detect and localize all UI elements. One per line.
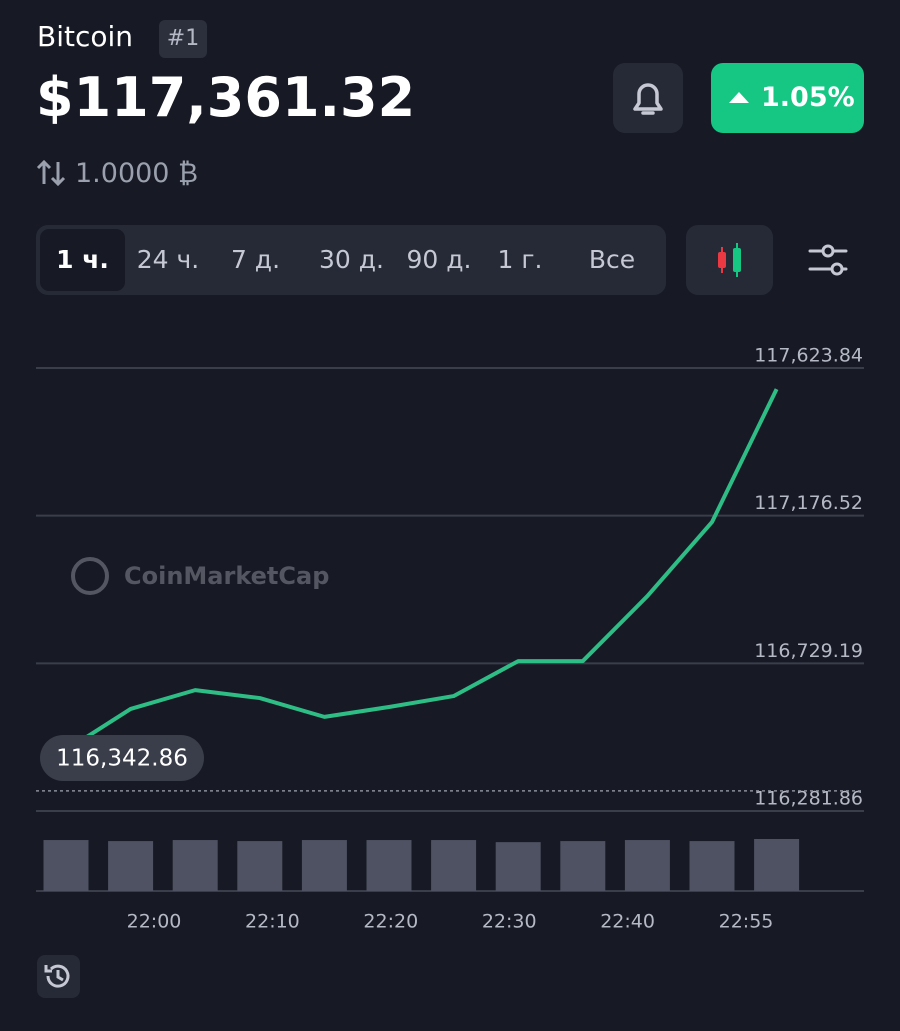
- volume-bar: [301, 840, 347, 891]
- y-tick-label: 117,176.52: [754, 492, 863, 514]
- price-line: [64, 388, 779, 752]
- x-tick-label: 22:10: [245, 911, 300, 931]
- chart: CoinMarketCap 117,623.84 117,176.52 116,729…: [36, 345, 864, 931]
- up-arrow: [729, 92, 749, 103]
- time-tab[interactable]: 1 г.: [497, 245, 543, 274]
- alert-button[interactable]: [613, 63, 683, 133]
- change-badge: 1.05%: [711, 63, 864, 133]
- open-price-label: 116,342.86: [56, 746, 188, 772]
- time-tabs: 1 ч. 24 ч. 7 д. 30 д. 90 д. 1 г. Все: [36, 225, 666, 295]
- time-tab[interactable]: 7 д.: [230, 245, 281, 274]
- x-tick-label: 22:00: [127, 911, 182, 931]
- candle-button[interactable]: [686, 225, 773, 295]
- watermark-logo: [71, 557, 109, 595]
- history-icon: [44, 964, 70, 988]
- volume-bar: [172, 840, 218, 891]
- time-tab[interactable]: 90 д.: [406, 245, 472, 274]
- swap-icon: [36, 159, 66, 187]
- volume-bar: [560, 841, 606, 891]
- volume-bar: [689, 841, 735, 891]
- volume-bar: [237, 841, 283, 891]
- volume-bar: [43, 840, 89, 891]
- x-tick-label: 22:20: [363, 911, 418, 931]
- watermark: CoinMarketCap: [71, 557, 329, 595]
- rank-badge: #1: [159, 20, 207, 58]
- bell-icon: [633, 83, 663, 115]
- candle-icon: [718, 243, 741, 277]
- volume-bar: [108, 841, 154, 891]
- x-tick-label: 22:40: [600, 911, 655, 931]
- y-tick-label: 116,729.19: [754, 640, 863, 662]
- volume-bar: [366, 840, 412, 891]
- coin-name: Bitcoin: [37, 20, 134, 53]
- volume-bar: [431, 840, 477, 891]
- price: $117,361.32: [36, 66, 416, 129]
- watermark-text: CoinMarketCap: [124, 562, 329, 590]
- change-value: 1.05%: [761, 82, 855, 113]
- settings-icon[interactable]: [806, 240, 850, 280]
- time-tab[interactable]: 30 д.: [319, 245, 384, 274]
- y-tick-label: 116,281.86: [754, 788, 863, 810]
- time-tab[interactable]: 1 ч.: [40, 229, 125, 291]
- history-button[interactable]: [37, 955, 80, 998]
- open-price-pill: [40, 735, 204, 781]
- x-tick-label: 22:30: [482, 911, 537, 931]
- time-tab[interactable]: 24 ч.: [136, 245, 200, 274]
- time-tab[interactable]: Все: [588, 245, 636, 274]
- x-tick-label: 22:55: [719, 911, 774, 931]
- conversion: 1.0000 ₿: [75, 158, 199, 189]
- volume-bar: [495, 842, 541, 891]
- volume-bar: [754, 839, 800, 891]
- volume-bar: [624, 840, 670, 891]
- y-tick-label: 117,623.84: [754, 345, 863, 367]
